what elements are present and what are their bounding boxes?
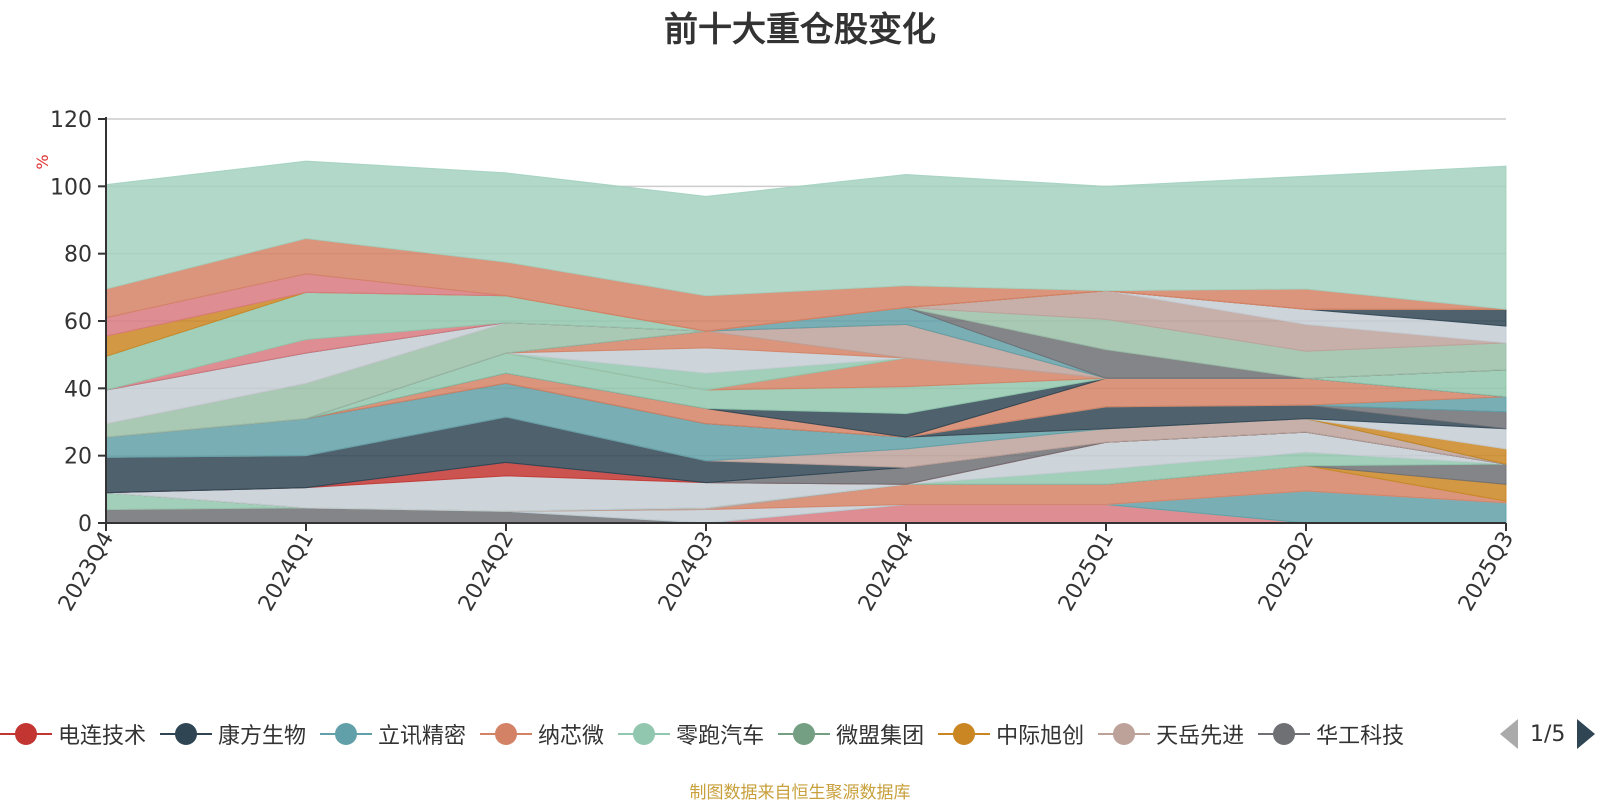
- y-tick-label-6: 120: [50, 108, 92, 133]
- legend-marker-icon: [618, 722, 671, 746]
- y-tick-label-4: 80: [64, 243, 92, 268]
- x-tick-label-5: 2025Q1: [1054, 528, 1119, 616]
- legend-marker-icon: [938, 722, 991, 746]
- legend-marker-icon: [778, 722, 831, 746]
- legend-label: 康方生物: [218, 724, 307, 749]
- legend-marker-icon: [320, 722, 373, 746]
- legend-marker-icon: [0, 722, 52, 746]
- legend-label: 零跑汽车: [676, 724, 765, 749]
- legend-marker-icon: [160, 722, 213, 746]
- area-series-41: [105, 160, 1507, 310]
- legend-label: 微盟集团: [836, 724, 925, 749]
- legend: 电连技术 康方生物 立讯精密 纳芯微 零跑汽车 微盟集团 中际旭创 天岳先进 华工科技: [0, 714, 1480, 754]
- y-tick-label-2: 40: [64, 377, 92, 402]
- chart-title: 前十大重仓股变化: [664, 10, 936, 50]
- x-tick-label-0: 2023Q4: [54, 528, 119, 616]
- y-tick-label-1: 20: [64, 445, 92, 470]
- legend-label: 立讯精密: [378, 724, 467, 749]
- legend-marker-icon: [1258, 722, 1311, 746]
- legend-item-4[interactable]: 零跑汽车: [618, 714, 764, 754]
- legend-item-0[interactable]: 电连技术: [0, 714, 146, 754]
- x-tick-label-6: 2025Q2: [1254, 528, 1319, 616]
- legend-item-3[interactable]: 纳芯微: [480, 714, 604, 754]
- pager-prev-icon[interactable]: [1500, 719, 1518, 749]
- y-tick-label-5: 100: [50, 175, 92, 200]
- legend-item-5[interactable]: 微盟集团: [778, 714, 924, 754]
- legend-item-1[interactable]: 康方生物: [160, 714, 306, 754]
- legend-label: 纳芯微: [538, 724, 605, 749]
- legend-pager: 1/5: [1500, 718, 1596, 750]
- y-tick-label-3: 60: [64, 310, 92, 335]
- pager-text: 1/5: [1530, 721, 1566, 747]
- x-tick-label-2: 2024Q2: [454, 528, 519, 616]
- legend-item-8[interactable]: 华工科技: [1258, 714, 1404, 754]
- y-axis-label: %: [33, 154, 52, 169]
- legend-label: 电连技术: [58, 724, 147, 749]
- legend-marker-icon: [480, 722, 533, 746]
- legend-marker-icon: [1098, 722, 1151, 746]
- legend-label: 天岳先进: [1156, 724, 1245, 749]
- x-tick-label-7: 2025Q3: [1454, 528, 1519, 616]
- x-tick-label-1: 2024Q1: [254, 528, 319, 616]
- legend-label: 中际旭创: [996, 724, 1085, 749]
- y-tick-label-0: 0: [78, 512, 92, 537]
- x-tick-label-4: 2024Q4: [854, 528, 919, 616]
- pager-next-icon[interactable]: [1577, 719, 1596, 749]
- legend-item-7[interactable]: 天岳先进: [1098, 714, 1244, 754]
- legend-label: 华工科技: [1316, 724, 1405, 749]
- legend-item-2[interactable]: 立讯精密: [320, 714, 466, 754]
- x-tick-label-3: 2024Q3: [654, 528, 719, 616]
- stacked-areas: [105, 160, 1507, 524]
- legend-item-6[interactable]: 中际旭创: [938, 714, 1084, 754]
- data-source-note: 制图数据来自恒生聚源数据库: [689, 783, 911, 803]
